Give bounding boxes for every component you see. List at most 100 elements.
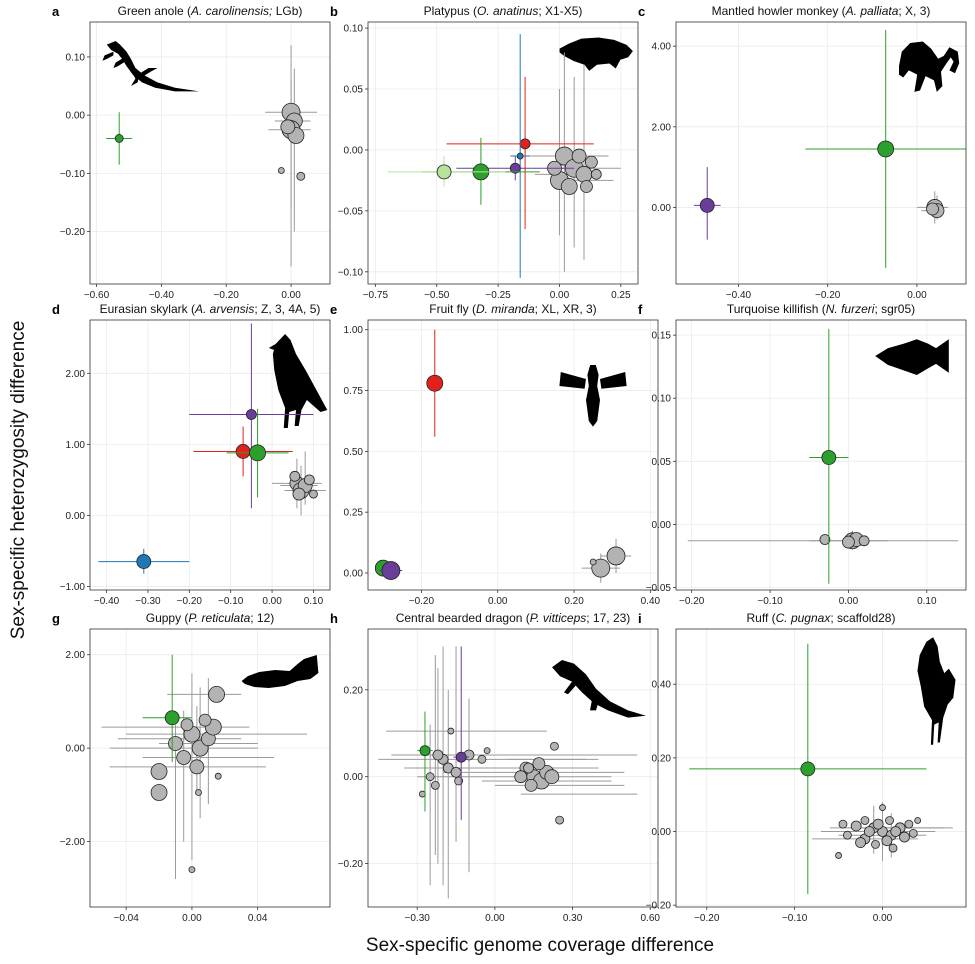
y-tick-label: 0.00 — [66, 744, 86, 755]
grey-point — [838, 819, 848, 829]
y-tick-label: 0.00 — [652, 827, 672, 838]
panel-c-letter: c — [638, 4, 645, 19]
grey-point — [819, 534, 831, 545]
panel-a-plot-area — [102, 41, 318, 267]
x-tick-label: 0.04 — [248, 913, 268, 924]
panel-f-letter: f — [638, 302, 643, 317]
x-tick-label: −0.25 — [485, 290, 511, 301]
bird-silhouette-shape — [268, 344, 276, 350]
grey-point — [188, 866, 196, 874]
grey-point — [571, 148, 587, 164]
x-tick-label: 0.60 — [640, 913, 660, 924]
monkey-silhouette-icon — [899, 41, 960, 92]
green-point — [164, 710, 180, 726]
grey-point — [872, 818, 884, 830]
x-tick-label: −0.75 — [363, 290, 389, 301]
grey-point — [176, 750, 192, 765]
grey-point — [544, 769, 560, 785]
grey-point — [606, 546, 626, 566]
grey-point — [198, 713, 212, 727]
panel-e-letter: e — [330, 302, 337, 317]
grey-point — [589, 558, 597, 566]
panel-b-frame — [367, 21, 639, 285]
x-tick-label: −0.20 — [409, 596, 435, 607]
grey-point — [532, 757, 546, 771]
red-point — [426, 374, 444, 392]
x-tick-label: 0.00 — [873, 913, 893, 924]
y-tick-label: −0.20 — [338, 859, 364, 870]
fly-silhouette-shape — [586, 365, 600, 427]
panel-h-title: Central bearded dragon (P. vitticeps; 17… — [396, 611, 631, 625]
panel-i-letter: i — [638, 611, 642, 626]
panel-e: −0.20 0.00 0.20 0.40 0.00 0.25 0.50 0.75 1.00 e Fr… — [330, 302, 661, 607]
x-tick-label: −0.30 — [135, 596, 161, 607]
y-tick-label: 0.50 — [344, 447, 364, 458]
x-tick-label: 0.30 — [563, 913, 583, 924]
grey-point — [899, 831, 910, 843]
x-tick-label: −0.20 — [694, 913, 720, 924]
y-tick-label: 0.25 — [344, 508, 364, 519]
grey-point — [514, 770, 528, 784]
panel-f-grid — [676, 320, 966, 590]
panel-c-title: Mantled howler monkey (A. palliata; X, 3… — [712, 4, 931, 18]
y-tick-label: 0.10 — [652, 394, 672, 405]
y-tick-label: 0.40 — [652, 680, 672, 691]
purple-point — [509, 162, 521, 174]
x-tick-label: 0.00 — [182, 913, 202, 924]
grey-point — [524, 778, 538, 792]
y-tick-label: −0.10 — [338, 267, 364, 278]
y-tick-label: 0.00 — [344, 145, 364, 156]
panel-d: −0.40 −0.30 −0.20 −0.10 0.00 0.10 −1.00 0.00 1.0… — [52, 302, 331, 607]
panel-c-plot-area — [693, 30, 966, 268]
panel-g-plot-area — [101, 654, 319, 879]
grey-point — [842, 830, 852, 840]
grey-point — [908, 828, 918, 838]
panel-e-frame — [367, 319, 659, 591]
x-tick-label: 0.20 — [564, 596, 584, 607]
guppy-silhouette-icon — [241, 655, 319, 688]
ruff-silhouette-icon — [917, 637, 956, 745]
grey-point — [277, 167, 285, 174]
y-tick-label: 0.10 — [66, 52, 86, 63]
guppy-silhouette-shape — [241, 655, 319, 688]
purple-point — [381, 561, 401, 580]
x-tick-label: 0.40 — [641, 596, 661, 607]
x-tick-label: 0.00 — [281, 290, 301, 301]
grey-point — [858, 535, 870, 547]
grey-point — [842, 535, 855, 549]
dragon-silhouette-shape — [552, 660, 646, 718]
grey-point — [189, 759, 205, 775]
y-tick-label: 0.00 — [344, 568, 364, 579]
panel-i-frame — [675, 628, 967, 908]
grey-point — [890, 826, 902, 837]
fish-silhouette-icon — [875, 339, 949, 376]
panel-d-grid — [90, 320, 330, 590]
x-tick-label: −0.10 — [782, 913, 808, 924]
grey-point — [855, 837, 866, 848]
grey-point — [575, 165, 593, 183]
green-point — [249, 444, 266, 462]
y-tick-label: −0.05 — [338, 206, 364, 217]
lizard-silhouette-shape — [102, 51, 114, 61]
y-tick-label: 0.75 — [344, 386, 364, 397]
grey-point — [926, 202, 939, 216]
grey-point — [430, 780, 440, 790]
grey-point — [879, 804, 886, 811]
x-tick-label: 0.00 — [839, 596, 859, 607]
panel-f-frame — [675, 319, 967, 591]
dragon-silhouette-shape — [564, 681, 576, 695]
panel-a-title: Green anole (A. carolinensis; LGb) — [118, 4, 303, 18]
panel-d-letter: d — [52, 302, 60, 317]
grey-point — [150, 763, 168, 780]
fly-silhouette-icon — [559, 365, 627, 427]
y-tick-label: −0.20 — [646, 901, 672, 912]
grey-point — [871, 840, 880, 849]
y-tick-label: −1.00 — [60, 582, 86, 593]
panels-group: −0.60 −0.40 −0.20 0.00 −0.20 −0.10 0.00 0.10 a Gr… — [52, 4, 967, 924]
fly-silhouette-shape — [559, 372, 586, 389]
panel-g-letter: g — [52, 611, 60, 626]
x-tick-label: 0.00 — [907, 290, 927, 301]
dragon-silhouette-icon — [552, 660, 646, 718]
x-tick-label: 0.10 — [917, 596, 937, 607]
y-tick-label: 1.00 — [66, 440, 86, 451]
